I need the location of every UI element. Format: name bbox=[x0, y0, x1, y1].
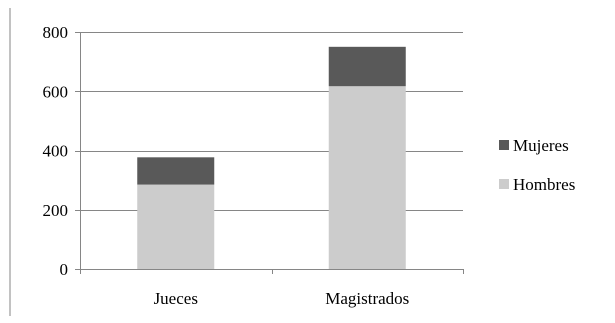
bar-hombres-magistrados bbox=[328, 86, 406, 270]
bar-hombres-jueces bbox=[137, 184, 215, 269]
legend-label-mujeres: Mujeres bbox=[513, 136, 569, 155]
category-labels: Jueces Magistrados bbox=[154, 289, 410, 308]
y-tick-label: 600 bbox=[43, 82, 69, 101]
legend: Mujeres Hombres bbox=[499, 136, 575, 194]
y-tick-label: 200 bbox=[43, 201, 69, 220]
bars bbox=[137, 46, 406, 270]
legend-swatch-mujeres bbox=[499, 140, 509, 150]
legend-label-hombres: Hombres bbox=[513, 175, 575, 194]
y-tick-label: 0 bbox=[60, 260, 69, 279]
y-tick-label: 800 bbox=[43, 23, 69, 42]
bar-mujeres-jueces bbox=[137, 157, 215, 185]
bar-mujeres-magistrados bbox=[328, 46, 406, 87]
axes bbox=[75, 32, 464, 274]
y-tick-label: 400 bbox=[43, 142, 69, 161]
y-tick-labels: 0 200 400 600 800 bbox=[43, 23, 69, 279]
legend-swatch-hombres bbox=[499, 179, 509, 189]
category-label-jueces: Jueces bbox=[154, 289, 198, 308]
category-label-magistrados: Magistrados bbox=[325, 289, 409, 308]
